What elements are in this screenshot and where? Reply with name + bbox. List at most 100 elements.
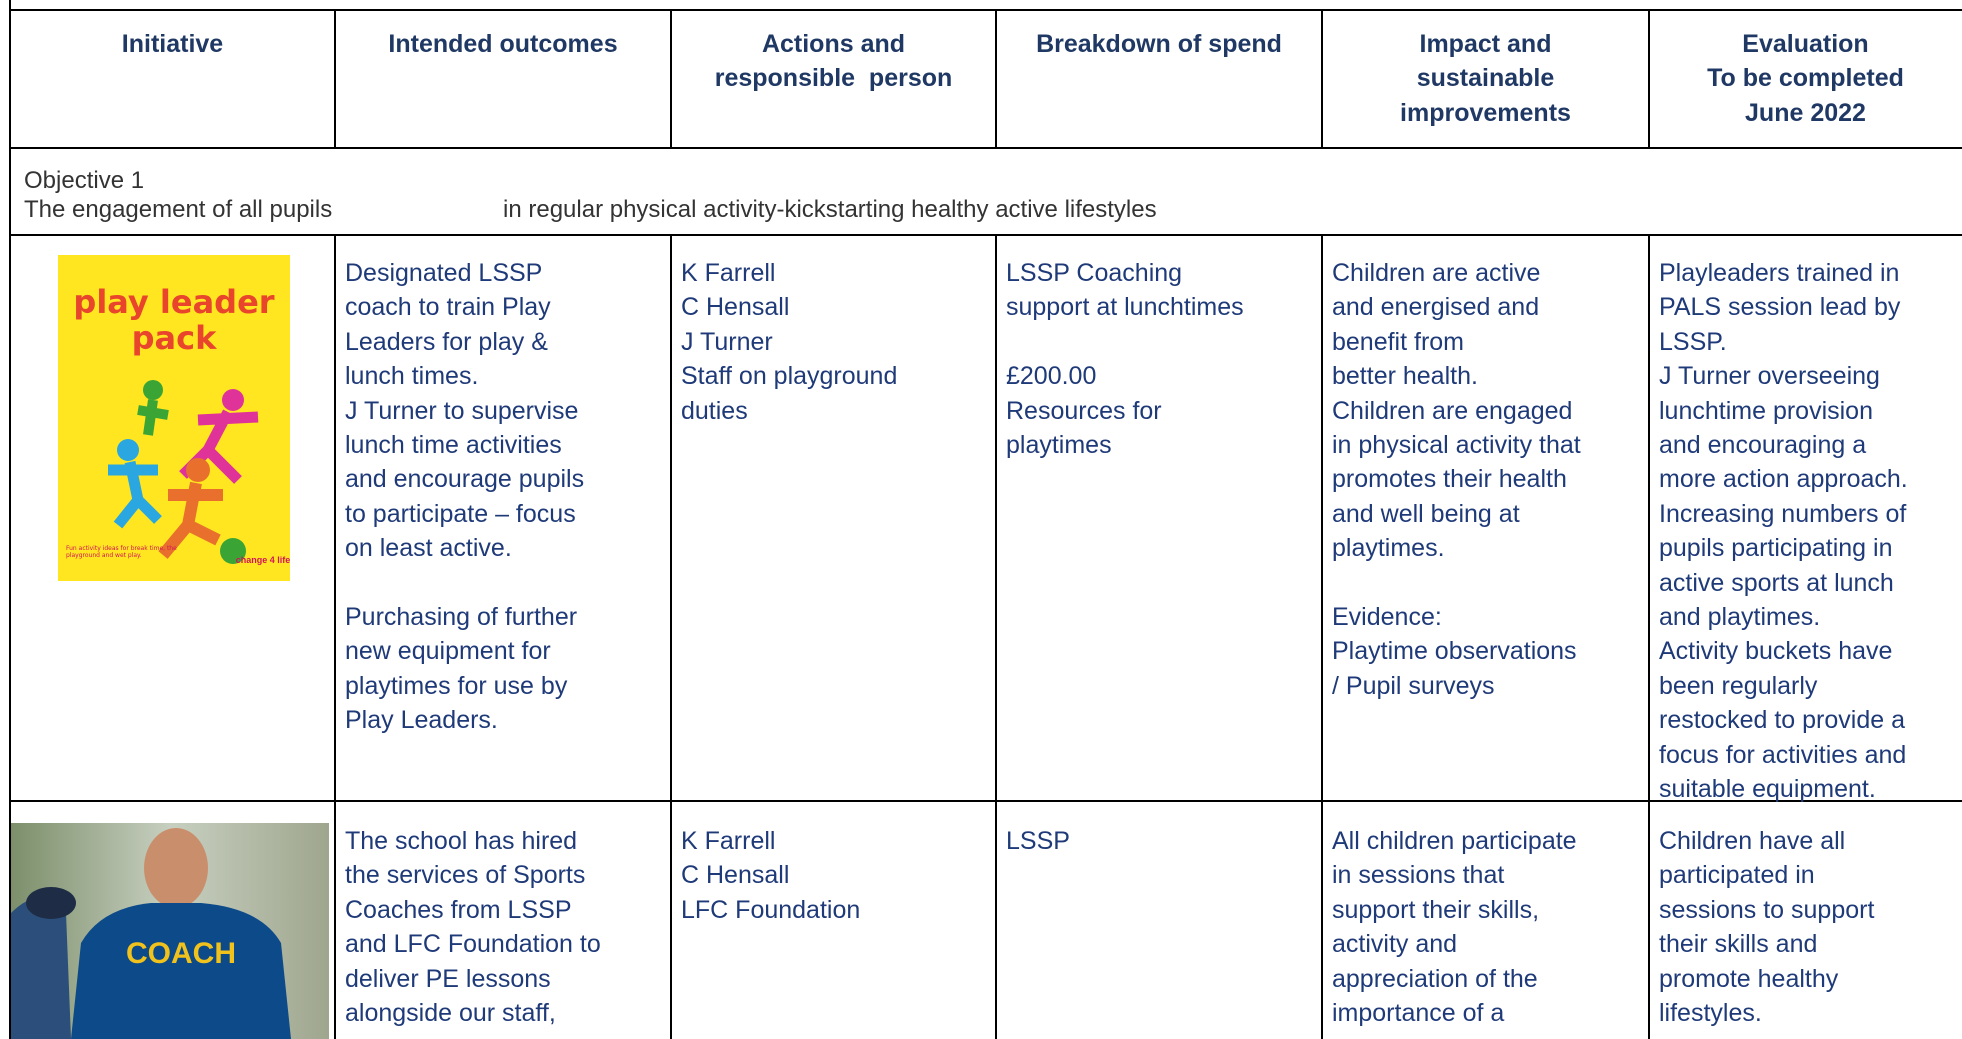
cell-text: restocked to provide a xyxy=(1659,706,1905,735)
cell-text: Coaches from LSSP xyxy=(345,895,572,924)
cell-text: to participate – focus xyxy=(345,499,576,528)
border xyxy=(9,800,1962,802)
cell-text: promote healthy xyxy=(1659,964,1839,993)
cell-text: LFC Foundation xyxy=(681,895,861,924)
column-header: responsible person xyxy=(714,64,953,93)
cell-text: lunch time activities xyxy=(345,431,562,459)
cell-text: their skills and xyxy=(1659,930,1818,959)
cell-text: LSSP Coaching xyxy=(1006,259,1183,287)
poster-logo: change 4 life xyxy=(236,555,290,565)
photo-text: COACH xyxy=(126,937,236,970)
border xyxy=(1321,10,1323,148)
border xyxy=(334,235,336,1039)
cell-text: Resources for xyxy=(1006,396,1162,425)
cell-text: Play Leaders. xyxy=(345,706,498,735)
cell-text: £200.00 xyxy=(1006,362,1097,391)
coach-image: COACH xyxy=(11,823,329,1039)
cell-text: K Farrell xyxy=(681,259,776,287)
cell-text: in sessions that xyxy=(1332,861,1505,890)
column-header: Initiative xyxy=(121,30,224,58)
cell-text: LSSP. xyxy=(1659,327,1727,356)
objective-text: The engagement of all pupils xyxy=(24,196,333,223)
cell-text: and energised and xyxy=(1332,293,1540,322)
cell-text: Children have all xyxy=(1659,827,1846,855)
cell-text: sessions to support xyxy=(1659,895,1875,924)
cell-text: activity and xyxy=(1332,930,1458,959)
cell-text: the services of Sports xyxy=(345,861,586,890)
cell-text: playtimes for use by xyxy=(345,671,568,700)
cell-text: PALS session lead by xyxy=(1659,293,1901,322)
cell-text: Leaders for play & xyxy=(345,327,548,356)
cell-text: All children participate xyxy=(1332,827,1577,855)
cell-text: Purchasing of further xyxy=(345,603,578,631)
border xyxy=(995,235,997,1039)
cell-text: and playtimes. xyxy=(1659,603,1821,631)
cell-text: J Turner xyxy=(681,327,773,356)
cell-text: deliver PE lessons xyxy=(345,964,551,993)
cell-text: playtimes. xyxy=(1332,534,1445,563)
cell-text: K Farrell xyxy=(681,827,776,855)
cell-text: Evidence: xyxy=(1332,603,1442,631)
column-header: sustainable xyxy=(1416,64,1555,93)
cell-text: playtimes xyxy=(1006,431,1112,459)
border xyxy=(9,147,1962,149)
cell-text: in physical activity that xyxy=(1332,431,1581,459)
cell-text: Playtime observations xyxy=(1332,637,1577,666)
cell-text: Increasing numbers of xyxy=(1659,499,1907,528)
border xyxy=(9,9,1962,11)
cell-text: duties xyxy=(681,396,748,425)
cell-text: promotes their health xyxy=(1332,465,1567,494)
cell-text: focus for activities and xyxy=(1659,740,1907,769)
column-header: Evaluation xyxy=(1742,30,1869,58)
border xyxy=(670,10,672,148)
cell-text: Activity buckets have xyxy=(1659,637,1893,666)
cell-text: lunch times. xyxy=(345,362,479,391)
poster-title: play leader xyxy=(73,283,274,321)
cell-text: and encourage pupils xyxy=(345,465,585,494)
cell-text: C Hensall xyxy=(681,293,790,322)
cell-text: pupils participating in xyxy=(1659,534,1893,563)
cell-text: suitable equipment. xyxy=(1659,775,1876,803)
cell-text: Children are active xyxy=(1332,259,1541,287)
cell-text: better health. xyxy=(1332,362,1478,391)
cell-text: Children are engaged xyxy=(1332,396,1573,425)
border xyxy=(1321,235,1323,1039)
column-header: To be completed xyxy=(1707,64,1904,93)
cell-text: new equipment for xyxy=(345,637,551,666)
cell-text: lunchtime provision xyxy=(1659,396,1873,425)
column-header: June 2022 xyxy=(1745,98,1866,127)
column-header: improvements xyxy=(1400,98,1571,127)
border xyxy=(1648,10,1650,148)
cell-text: Staff on playground xyxy=(681,362,898,391)
border xyxy=(334,10,336,148)
objective-label: Objective 1 xyxy=(24,167,145,194)
poster-title: pack xyxy=(132,319,217,357)
cell-text: importance of a xyxy=(1332,999,1505,1027)
cell-text: and LFC Foundation to xyxy=(345,930,601,959)
column-header: Breakdown of spend xyxy=(1036,30,1282,58)
border xyxy=(670,235,672,1039)
cell-text: support their skills, xyxy=(1332,895,1540,924)
column-header: Impact and xyxy=(1419,30,1552,58)
cell-text: / Pupil surveys xyxy=(1332,671,1495,700)
border xyxy=(9,0,11,1039)
border xyxy=(995,10,997,148)
border xyxy=(9,234,1962,236)
cell-text: benefit from xyxy=(1332,327,1465,356)
cell-text: been regularly xyxy=(1659,671,1818,700)
column-header: Intended outcomes xyxy=(388,30,618,58)
cell-text: coach to train Play xyxy=(345,293,551,322)
cell-text: appreciation of the xyxy=(1332,964,1538,993)
cell-text: on least active. xyxy=(345,534,512,563)
cell-text: more action approach. xyxy=(1659,465,1908,494)
cell-text: participated in xyxy=(1659,861,1815,890)
cell-text: support at lunchtimes xyxy=(1006,293,1244,322)
column-header: Actions and xyxy=(761,30,906,58)
cell-text: C Hensall xyxy=(681,861,790,890)
cell-text: J Turner to supervise xyxy=(345,396,579,425)
poster-caption: Fun activity ideas for break time, the p… xyxy=(66,545,177,559)
cell-text: alongside our staff, xyxy=(345,999,556,1027)
cell-text: The school has hired xyxy=(345,827,578,855)
cell-text: and well being at xyxy=(1332,499,1520,528)
